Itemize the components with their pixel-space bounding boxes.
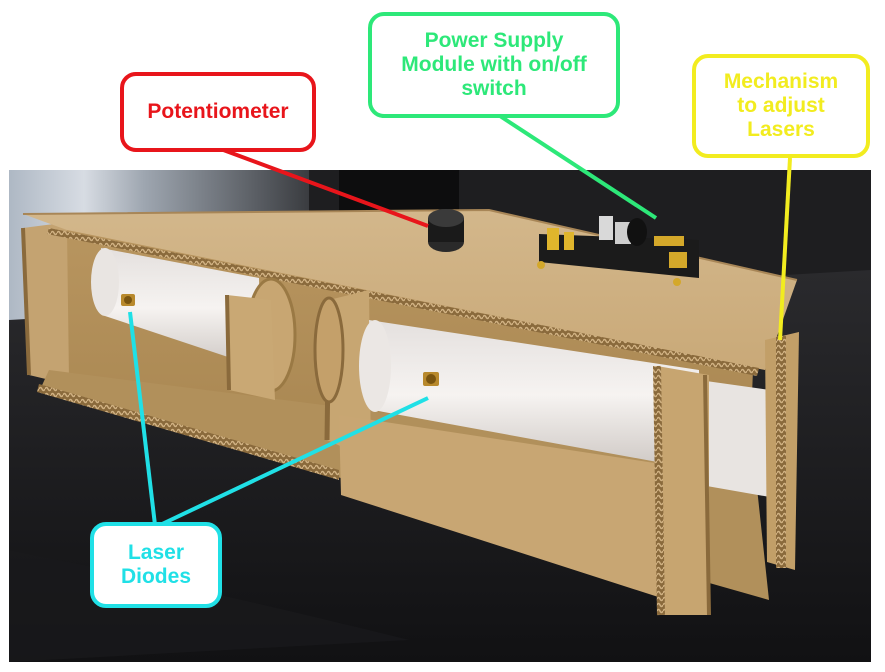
laser-diodes-callout: Laser Diodes (90, 522, 222, 608)
laser-diodes-label: Laser Diodes (120, 540, 191, 588)
power-supply-callout: Power Supply Module with on/off switch (368, 12, 620, 118)
mechanism-callout: Mechanism to adjust Lasers (692, 54, 870, 158)
mechanism-label: Mechanism to adjust Lasers (723, 69, 839, 142)
potentiometer-callout: Potentiometer (120, 72, 316, 152)
potentiometer-label: Potentiometer (147, 99, 289, 123)
power-supply-label: Power Supply Module with on/off switch (401, 28, 587, 101)
